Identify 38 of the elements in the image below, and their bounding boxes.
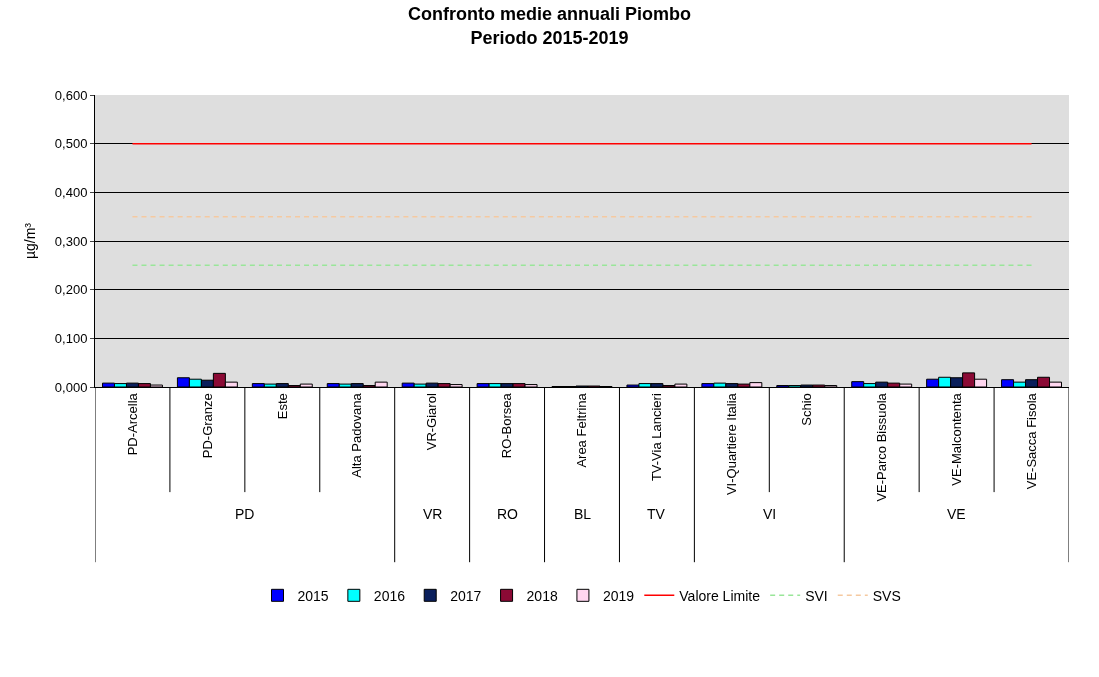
x-tick-label: TV-Via Lancieri [649,393,665,482]
y-tick-label: 0,600 [54,87,88,103]
legend-label: 2019 [602,587,635,604]
y-tick-label: 0,200 [54,282,88,298]
chart-title: Confronto medie annuali Piombo [408,4,691,25]
text: BL [574,506,592,522]
x-tick-label: VE-Malcontenta [948,392,964,486]
x-tick-label: Este [274,393,290,420]
x-tick-label: Schio [798,393,814,426]
x-tick-label: PD-Arcella [124,392,140,456]
text: VR [423,506,443,522]
text: PD [235,506,255,522]
x-tick-label: VI-Quartiere Italia [724,392,740,496]
legend-label: 2016 [373,587,406,604]
legend-label: 2018 [526,587,558,604]
legend-label: Valore Limite [679,587,761,604]
y-tick-label: 0,300 [54,233,88,249]
text: VE [947,506,966,522]
x-tick-label: VR-Giarol [424,393,440,451]
x-tick-label: Alta Padovana [349,392,365,478]
text: VI [763,506,777,522]
text: RO [497,506,519,522]
legend-label: 2017 [450,587,482,604]
legend-label: SVI [805,587,828,604]
y-tick-label: 0,400 [54,184,88,200]
legend-label: SVS [872,587,901,604]
x-tick-label: VE-Sacca Fisola [1023,392,1039,490]
y-axis-title: µg/m³ [22,222,39,260]
y-tick-label: 0,500 [54,136,88,152]
x-tick-label: VE-Parco Bissuola [873,392,889,502]
text: TV [647,506,666,522]
x-tick-label: PD-Granze [199,393,215,459]
x-tick-label: Area Feltrina [574,392,590,468]
y-tick-label: 0,000 [54,379,88,395]
legend-label: 2015 [297,587,329,604]
y-tick-label: 0,100 [54,330,88,346]
chart-subtitle: Periodo 2015-2019 [470,27,629,48]
x-tick-label: RO-Borsea [499,392,515,459]
